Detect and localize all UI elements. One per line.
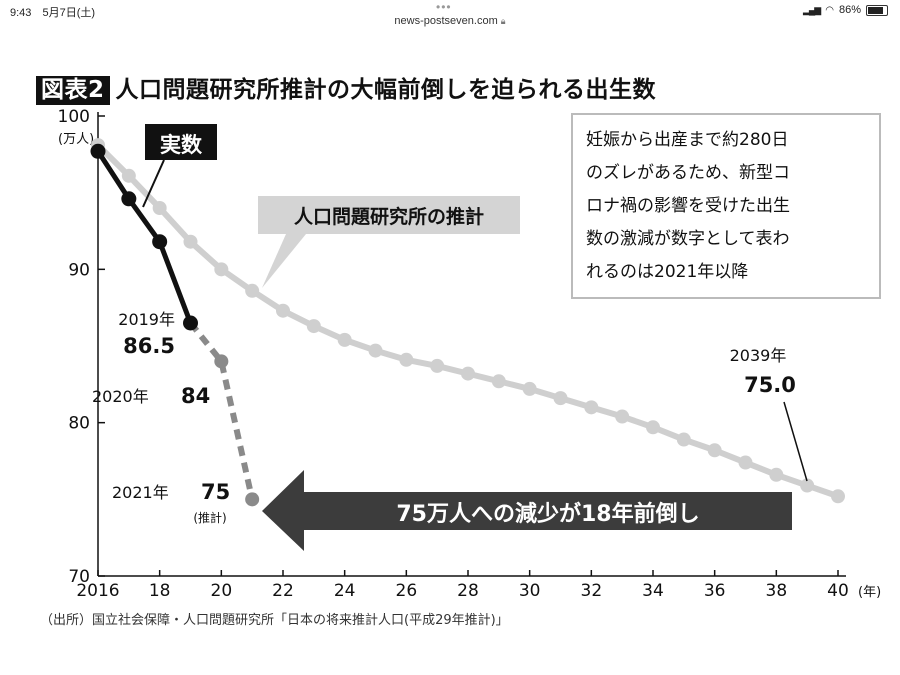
signal-icon: ▂▄▆ [803,4,821,15]
label-2039-year: 2039年 [730,346,787,365]
battery-fill [868,6,884,14]
x-tick-label: 26 [396,581,418,601]
x-tick-label: 28 [457,581,479,601]
y-tick-label: 100 [58,107,90,127]
projection-point [769,467,784,482]
url-bar[interactable]: news-postseven.com 🔒︎ [0,15,900,27]
figure-title: 図表2 人口問題研究所推計の大幅前倒しを迫られる出生数 [36,70,657,105]
projection-point [121,168,136,183]
projection-point [676,432,691,447]
label-2021-year: 2021年 [112,483,169,502]
x-tick-label: 36 [704,581,726,601]
actual-point [183,315,198,331]
status-date: 5月7日(土) [42,7,96,19]
projection-point [276,303,290,318]
projection-point [337,332,352,347]
x-tick-label: 40 [827,581,849,601]
projection-point [491,374,506,389]
projection-point [522,381,537,396]
x-tick-label: 18 [149,581,171,601]
projection-point [646,420,660,435]
projection-point [461,366,475,381]
label-2039-value: 75.0 [744,373,796,397]
x-axis-unit: (年) [858,585,881,600]
projection-point [615,409,630,424]
label-2019-value: 86.5 [123,334,175,358]
projection-point [399,352,414,367]
status-time: 9:43 [10,7,32,19]
x-tick-label: 38 [766,581,788,601]
figure-title-text: 人口問題研究所推計の大幅前倒しを迫られる出生数 [115,77,657,103]
wifi-icon: ◠ [825,4,834,16]
more-dots-icon[interactable]: ••• [436,0,452,14]
label-2020-value: 84 [181,384,210,408]
y-tick-label: 90 [68,260,90,280]
battery-icon [866,4,888,16]
label-2019-year: 2019年 [118,310,175,329]
y-axis-unit: (万人) [58,132,94,147]
note-line: ロナ禍の影響を受けた出生 [586,196,790,216]
estimate-dashed-line [188,321,256,500]
browser-status-bar: 9:43 5月7日(土) ••• news-postseven.com 🔒︎ ▂… [0,0,900,35]
figure-source: （出所）国立社会保障・人口問題研究所「日本の将来推計人口(平成29年推計)」 [40,613,509,628]
reduction-arrow [262,470,792,551]
projection-point [553,391,568,406]
projection-point [306,319,321,334]
label-2020-year: 2020年 [92,387,149,406]
x-tick-label: 22 [272,581,294,601]
label-2021-value: 75 [201,480,230,504]
y-tick-label: 80 [68,414,90,434]
actual-line [95,149,193,324]
note-line: れるのは2021年以降 [586,262,748,282]
lock-icon: 🔒︎ [500,16,506,26]
projection-label-pointer [262,234,306,288]
projection-point [800,478,815,493]
x-tick-label: 2016 [76,581,119,601]
projection-point [707,443,722,458]
projection-point [738,455,753,470]
status-left: 9:43 5月7日(土) [10,4,103,20]
projection-label-box [258,196,520,234]
actual-label-box [145,124,217,160]
note-box [571,113,881,299]
note-line: 数の激減が数字として表わ [586,229,790,249]
x-tick-label: 24 [334,581,356,601]
actual-point [121,191,137,207]
x-tick-label: 34 [642,581,664,601]
y-tick-label: 70 [68,567,90,587]
estimate-point [245,492,260,507]
estimate-point [214,354,229,369]
url-text: news-postseven.com [394,15,498,27]
x-tick-label: 20 [211,581,233,601]
actual-point [152,234,168,250]
projection-point [584,400,599,415]
projection-point [214,262,229,277]
label-2039-leader [783,401,808,482]
label-2021-note: (推計) [193,510,226,525]
projection-point [152,201,167,215]
projection-point [183,234,198,249]
reduction-arrow-text: 75万人への減少が18年前倒し [396,501,699,527]
projection-point [430,358,445,373]
x-tick-label: 30 [519,581,541,601]
status-right: ▂▄▆ ◠ 86% [803,4,888,16]
battery-percent: 86% [838,4,861,16]
note-line: 妊娠から出産まで約280日 [586,130,788,150]
projection-point [368,343,383,358]
projection-point [245,283,260,298]
actual-label-leader [142,159,165,208]
actual-label: 実数 [160,133,203,157]
actual-point [90,143,106,159]
projection-label: 人口問題研究所の推計 [294,205,484,228]
x-tick-label: 32 [581,581,603,601]
note-line: のズレがあるため、新型コ [586,163,790,183]
projection-point [831,489,845,504]
figure-badge: 図表2 [36,76,110,105]
